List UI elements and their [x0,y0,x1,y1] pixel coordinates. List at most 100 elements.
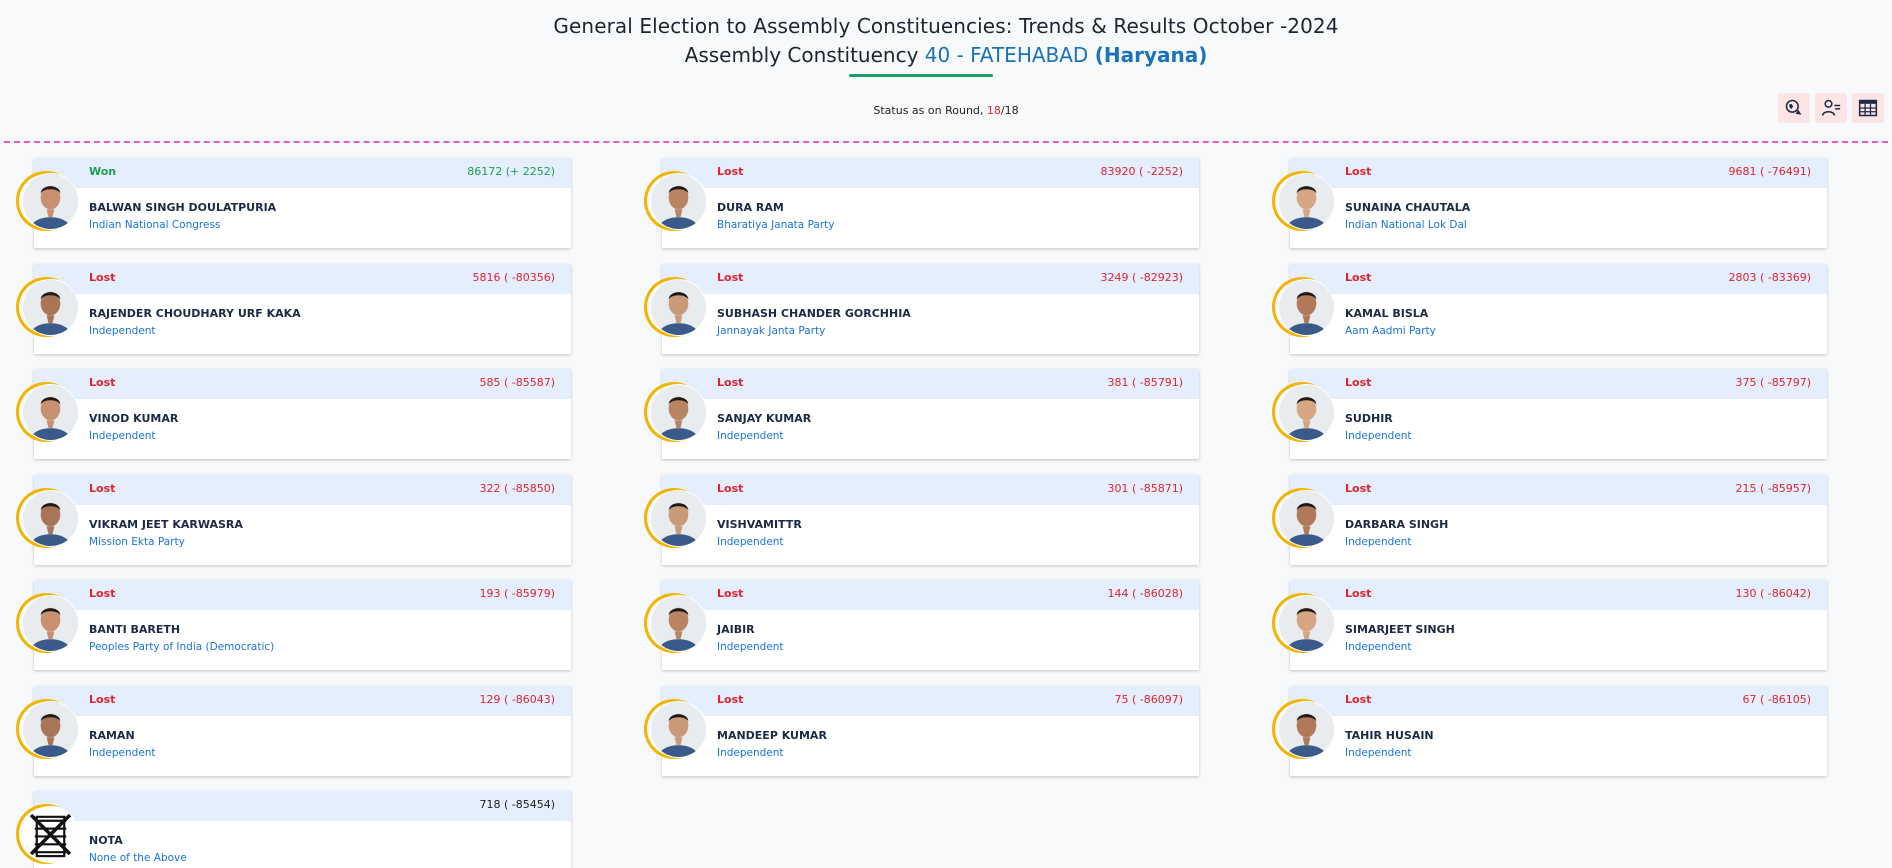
candidate-card-body: Lost 5816 ( -80356) RAJENDER CHOUDHARY URF… [34,264,571,354]
candidate-photo [1278,173,1335,230]
vote-count: 718 ( -85454) [479,798,555,811]
candidate-card-header: Lost 144 ( -86028) [662,580,1199,610]
candidate-card[interactable]: Lost 75 ( -86097) MANDEEP KUMAR Independent [636,686,1199,776]
candidate-card-body: Lost 129 ( -86043) RAMAN Independent [34,686,571,776]
candidate-card-header: Won 86172 (+ 2252) [34,158,571,188]
candidate-card[interactable]: Lost 301 ( -85871) VISHVAMITTR Independent [636,475,1199,565]
vote-count: 75 ( -86097) [1114,693,1183,706]
result-status: Lost [89,482,116,495]
vote-count: 3249 ( -82923) [1100,271,1183,284]
avatar-wrapper [1272,171,1335,231]
candidate-name: JAIBIR [717,623,755,636]
candidate-photo [650,595,707,652]
candidate-card-header: Lost 215 ( -85957) [1290,475,1827,505]
candidate-list-button[interactable] [1815,93,1847,123]
vote-count: 585 ( -85587) [479,376,555,389]
candidate-photo [1278,595,1335,652]
map-globe-icon [1785,99,1802,115]
candidate-card[interactable]: Lost 381 ( -85791) SANJAY KUMAR Independent [636,369,1199,459]
candidate-card[interactable]: Lost 585 ( -85587) VINOD KUMAR Independent [8,369,571,459]
candidate-name: DARBARA SINGH [1345,518,1449,531]
candidate-card[interactable]: Lost 3249 ( -82923) SUBHASH CHANDER GORCHH… [636,264,1199,354]
candidate-card[interactable]: 718 ( -85454) NOTA None of the Above [8,791,571,868]
candidate-name: TAHIR HUSAIN [1345,729,1434,742]
result-status: Lost [1345,376,1372,389]
avatar-wrapper [16,382,79,442]
candidate-photo [650,701,707,758]
candidate-card[interactable]: Lost 130 ( -86042) SIMARJEET SINGH Independ… [1264,580,1827,670]
result-status: Lost [717,693,744,706]
candidate-card-header: Lost 5816 ( -80356) [34,264,571,294]
candidate-card[interactable]: Lost 9681 ( -76491) SUNAINA CHAUTALA Indian… [1264,158,1827,248]
result-status: Lost [717,165,744,178]
candidate-party: Independent [1345,430,1412,442]
candidate-name: MANDEEP KUMAR [717,729,827,742]
candidate-card[interactable]: Lost 215 ( -85957) DARBARA SINGH Independen… [1264,475,1827,565]
candidate-card-header: Lost 375 ( -85797) [1290,369,1827,399]
result-status: Won [89,165,117,178]
candidate-photo [650,279,707,336]
vote-count: 381 ( -85791) [1107,376,1183,389]
avatar-wrapper [644,488,707,548]
candidate-name: VIKRAM JEET KARWASRA [89,518,243,531]
avatar-wrapper [644,699,707,759]
candidate-card[interactable]: Lost 5816 ( -80356) RAJENDER CHOUDHARY URF… [8,264,571,354]
candidate-name: SUBHASH CHANDER GORCHHIA [717,307,911,320]
candidate-card-body: Lost 375 ( -85797) SUDHIR Independent [1290,369,1827,459]
candidate-card[interactable]: Lost 67 ( -86105) TAHIR HUSAIN Independent [1264,686,1827,776]
vote-count: 86172 (+ 2252) [467,165,555,178]
vote-count: 2803 ( -83369) [1728,271,1811,284]
candidate-photo [22,384,79,441]
candidate-card-header: Lost 2803 ( -83369) [1290,264,1827,294]
candidate-card-body: Lost 67 ( -86105) TAHIR HUSAIN Independent [1290,686,1827,776]
candidate-card[interactable]: Lost 129 ( -86043) RAMAN Independent [8,686,571,776]
candidate-photo [1278,490,1335,547]
candidate-card-header: Lost 83920 ( -2252) [662,158,1199,188]
candidate-list-icon [1821,99,1841,116]
result-status: Lost [1345,587,1372,600]
candidate-name: SANJAY KUMAR [717,412,812,425]
candidate-card-header: Lost 67 ( -86105) [1290,686,1827,716]
avatar-wrapper [1272,699,1335,759]
table-grid-icon [1858,99,1878,117]
avatar-wrapper [16,593,79,653]
candidate-card-header: Lost 193 ( -85979) [34,580,571,610]
table-view-button[interactable] [1852,93,1884,123]
candidate-card[interactable]: Lost 2803 ( -83369) KAMAL BISLA Aam Aadmi P… [1264,264,1827,354]
candidate-card[interactable]: Won 86172 (+ 2252) BALWAN SINGH DOULATPURI… [8,158,571,248]
candidate-name: VISHVAMITTR [717,518,802,531]
map-view-button[interactable] [1778,93,1810,123]
result-status: Lost [717,482,744,495]
candidate-party: Indian National Lok Dal [1345,219,1467,231]
avatar-wrapper [644,593,707,653]
candidate-card-header: Lost 322 ( -85850) [34,475,571,505]
candidate-card-body: Lost 193 ( -85979) BANTI BARETH Peoples Par… [34,580,571,670]
constituency-number-name: 40 - FATEHABAD [924,43,1089,67]
avatar-wrapper [16,277,79,337]
candidate-photo [650,384,707,441]
candidate-card[interactable]: Lost 144 ( -86028) JAIBIR Independent [636,580,1199,670]
candidate-card[interactable]: Lost 193 ( -85979) BANTI BARETH Peoples Par… [8,580,571,670]
result-status: Lost [89,376,116,389]
vote-count: 5816 ( -80356) [472,271,555,284]
result-status: Lost [1345,693,1372,706]
candidate-photo [22,279,79,336]
avatar-wrapper [1272,382,1335,442]
candidate-photo [22,701,79,758]
vote-count: 322 ( -85850) [479,482,555,495]
candidate-card[interactable]: Lost 322 ( -85850) VIKRAM JEET KARWASRA Mis… [8,475,571,565]
candidate-card[interactable]: Lost 83920 ( -2252) DURA RAM Bharatiya Jana… [636,158,1199,248]
round-total: 18 [1004,104,1019,117]
vote-count: 67 ( -86105) [1742,693,1811,706]
candidate-card-header: Lost 301 ( -85871) [662,475,1199,505]
vote-count: 375 ( -85797) [1735,376,1811,389]
candidate-card-header: Lost 75 ( -86097) [662,686,1199,716]
candidate-photo [1278,279,1335,336]
candidate-card[interactable]: Lost 375 ( -85797) SUDHIR Independent [1264,369,1827,459]
candidate-card-body: Lost 322 ( -85850) VIKRAM JEET KARWASRA Mis… [34,475,571,565]
candidate-card-body: Lost 215 ( -85957) DARBARA SINGH Independen… [1290,475,1827,565]
avatar-wrapper [644,382,707,442]
candidate-photo [650,490,707,547]
candidate-party: Independent [717,536,784,548]
candidate-card-header: Lost 9681 ( -76491) [1290,158,1827,188]
